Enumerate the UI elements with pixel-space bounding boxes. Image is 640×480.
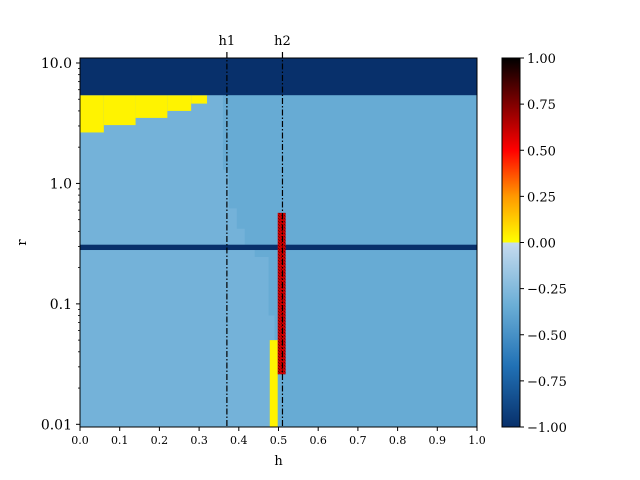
vertical-lines: h1 h2 — [219, 34, 291, 427]
x-tick-label-9: 0.9 — [429, 434, 447, 447]
colorbar-positive — [502, 58, 520, 243]
x-tick-label-4: 0.4 — [230, 434, 248, 447]
x-tick-label-5: 0.5 — [270, 434, 288, 447]
colorbar-tick-label-7: 0.75 — [527, 98, 556, 113]
x-tick-label-7: 0.7 — [349, 434, 367, 447]
x-axis: 0.0 0.1 0.2 0.3 0.4 0.5 0.6 0.7 0.8 0.9 1.0 — [71, 427, 486, 447]
x-tick-label-2: 0.2 — [151, 434, 169, 447]
colorbar-tick-label-0: −1.00 — [527, 421, 567, 436]
heatmap-red-column — [277, 212, 286, 375]
y-axis-label: r — [15, 239, 30, 246]
colorbar-tick-label-3: −0.25 — [527, 283, 567, 298]
x-tick-label-8: 0.8 — [389, 434, 407, 447]
vline-label-h1: h1 — [219, 34, 236, 49]
colorbar: −1.00 −0.75 −0.50 −0.25 0.00 0.25 0.50 0.75 1.00 — [501, 52, 567, 436]
yellow-step-1 — [103, 95, 136, 126]
y-tick-label-3: 10.0 — [41, 56, 72, 72]
yellow-step-3 — [167, 95, 192, 111]
heatmap-yellow-column — [269, 340, 278, 427]
heatmap-region-right — [222, 95, 477, 427]
y-tick-label-0: 0.01 — [41, 417, 72, 433]
colorbar-negative — [502, 242, 520, 427]
colorbar-tick-label-6: 0.50 — [527, 144, 556, 159]
y-axis: 0.01 0.1 1.0 10.0 — [41, 56, 80, 433]
heatmap-top-band — [80, 58, 477, 96]
x-tick-label-0: 0.0 — [71, 434, 89, 447]
colorbar-tick-label-5: 0.25 — [527, 190, 556, 205]
colorbar-tick-label-2: −0.50 — [527, 329, 567, 344]
x-tick-label-10: 1.0 — [468, 434, 486, 447]
x-tick-label-1: 0.1 — [111, 434, 129, 447]
x-axis-label: h — [274, 454, 283, 469]
y-tick-label-2: 1.0 — [50, 176, 72, 192]
yellow-step-4 — [191, 95, 208, 104]
colorbar-tick-label-1: −0.75 — [527, 375, 567, 390]
colorbar-tick-label-8: 1.00 — [527, 52, 556, 67]
heatmap-plot — [80, 58, 477, 427]
x-tick-label-3: 0.3 — [190, 434, 208, 447]
colorbar-tick-label-4: 0.00 — [527, 237, 556, 252]
x-tick-label-6: 0.6 — [309, 434, 327, 447]
yellow-step-2 — [135, 95, 168, 118]
y-tick-label-1: 0.1 — [50, 297, 72, 313]
vline-label-h2: h2 — [274, 34, 291, 49]
yellow-step-0 — [80, 95, 104, 133]
